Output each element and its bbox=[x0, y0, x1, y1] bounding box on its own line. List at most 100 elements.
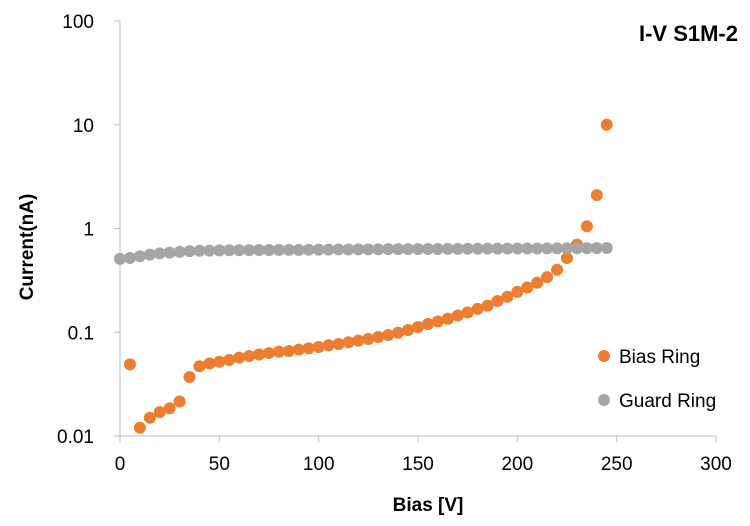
data-point bbox=[392, 243, 405, 256]
x-axis-title: Bias [V] bbox=[393, 495, 464, 516]
data-point bbox=[123, 358, 136, 371]
data-point bbox=[511, 285, 524, 298]
data-point bbox=[551, 242, 564, 255]
data-point bbox=[362, 243, 375, 256]
data-point bbox=[561, 242, 573, 255]
data-point bbox=[402, 243, 415, 256]
data-point bbox=[451, 242, 464, 255]
series-guard-ring bbox=[114, 242, 613, 265]
x-tick-labels: 0 50 100 150 200 250 300 bbox=[115, 454, 732, 475]
data-point bbox=[461, 242, 474, 255]
data-point bbox=[372, 243, 385, 256]
data-point bbox=[421, 318, 434, 331]
data-point bbox=[382, 329, 395, 342]
data-point bbox=[491, 242, 504, 255]
legend-label-bias-ring: Bias Ring bbox=[619, 347, 700, 368]
y-tick-label: 1 bbox=[83, 220, 94, 241]
x-tick-label: 0 bbox=[115, 454, 126, 475]
y-tick-label: 100 bbox=[62, 12, 94, 33]
data-point bbox=[441, 312, 454, 325]
data-point bbox=[352, 334, 365, 347]
data-point bbox=[133, 250, 146, 263]
data-point bbox=[193, 244, 206, 257]
data-point bbox=[163, 246, 176, 259]
y-tick-labels: 0.01 0.1 1 10 100 bbox=[57, 12, 94, 448]
data-point bbox=[590, 242, 603, 255]
data-point bbox=[143, 248, 156, 261]
data-point bbox=[541, 242, 554, 255]
data-point bbox=[501, 290, 514, 303]
data-point bbox=[491, 295, 504, 308]
data-point bbox=[213, 355, 226, 368]
data-point bbox=[153, 406, 166, 419]
data-point bbox=[302, 243, 315, 256]
data-point bbox=[173, 245, 186, 258]
data-point bbox=[223, 244, 236, 257]
data-point bbox=[312, 243, 325, 256]
data-point bbox=[580, 242, 593, 255]
data-point bbox=[233, 244, 246, 257]
y-axis-title: Current(nA) bbox=[17, 194, 38, 301]
data-series bbox=[114, 118, 613, 434]
x-tick-label: 300 bbox=[700, 454, 732, 475]
data-point bbox=[382, 243, 395, 256]
chart-title: I-V S1M-2 bbox=[639, 21, 738, 46]
data-point bbox=[362, 333, 375, 346]
data-point bbox=[531, 276, 544, 289]
data-point bbox=[441, 242, 454, 255]
data-point bbox=[173, 395, 186, 408]
data-point bbox=[263, 243, 275, 256]
data-point bbox=[223, 354, 236, 367]
data-point bbox=[392, 326, 405, 339]
data-point bbox=[282, 243, 295, 256]
legend-marker-bias-ring bbox=[598, 350, 610, 362]
data-point bbox=[183, 245, 196, 258]
data-point bbox=[114, 252, 126, 265]
data-point bbox=[253, 244, 266, 257]
data-point bbox=[570, 242, 583, 255]
data-point bbox=[233, 351, 246, 364]
data-point bbox=[272, 243, 285, 256]
data-point bbox=[481, 299, 494, 312]
data-point bbox=[342, 243, 355, 256]
data-point bbox=[352, 243, 365, 256]
data-point bbox=[143, 411, 156, 424]
data-point bbox=[193, 360, 206, 373]
data-point bbox=[322, 339, 335, 352]
data-point bbox=[272, 345, 285, 358]
data-point bbox=[511, 242, 524, 255]
data-point bbox=[183, 371, 196, 384]
data-point bbox=[163, 402, 176, 415]
data-point bbox=[253, 348, 266, 361]
legend-marker-guard-ring bbox=[598, 394, 610, 406]
data-point bbox=[521, 281, 534, 294]
data-point bbox=[541, 271, 554, 284]
data-point bbox=[412, 243, 424, 256]
data-point bbox=[322, 243, 335, 256]
x-tick-label: 100 bbox=[303, 454, 335, 475]
data-point bbox=[372, 330, 385, 343]
data-point bbox=[471, 302, 484, 315]
x-tick-label: 150 bbox=[402, 454, 434, 475]
data-point bbox=[292, 243, 305, 256]
data-point bbox=[551, 263, 564, 276]
legend-label-guard-ring: Guard Ring bbox=[619, 391, 716, 412]
data-point bbox=[203, 357, 216, 370]
axes bbox=[114, 20, 717, 442]
y-tick-label: 0.01 bbox=[57, 427, 94, 448]
data-point bbox=[521, 242, 534, 255]
data-point bbox=[600, 242, 613, 255]
y-tick-label: 0.1 bbox=[68, 323, 94, 344]
data-point bbox=[590, 189, 603, 202]
data-point bbox=[471, 242, 484, 255]
data-point bbox=[431, 315, 444, 328]
data-point bbox=[421, 242, 434, 255]
data-point bbox=[302, 342, 315, 355]
x-tick-label: 50 bbox=[209, 454, 230, 475]
data-point bbox=[263, 347, 275, 360]
data-point bbox=[243, 350, 256, 363]
y-tick-label: 10 bbox=[73, 116, 94, 137]
data-point bbox=[153, 247, 166, 260]
data-point bbox=[133, 421, 146, 434]
data-point bbox=[213, 244, 226, 257]
